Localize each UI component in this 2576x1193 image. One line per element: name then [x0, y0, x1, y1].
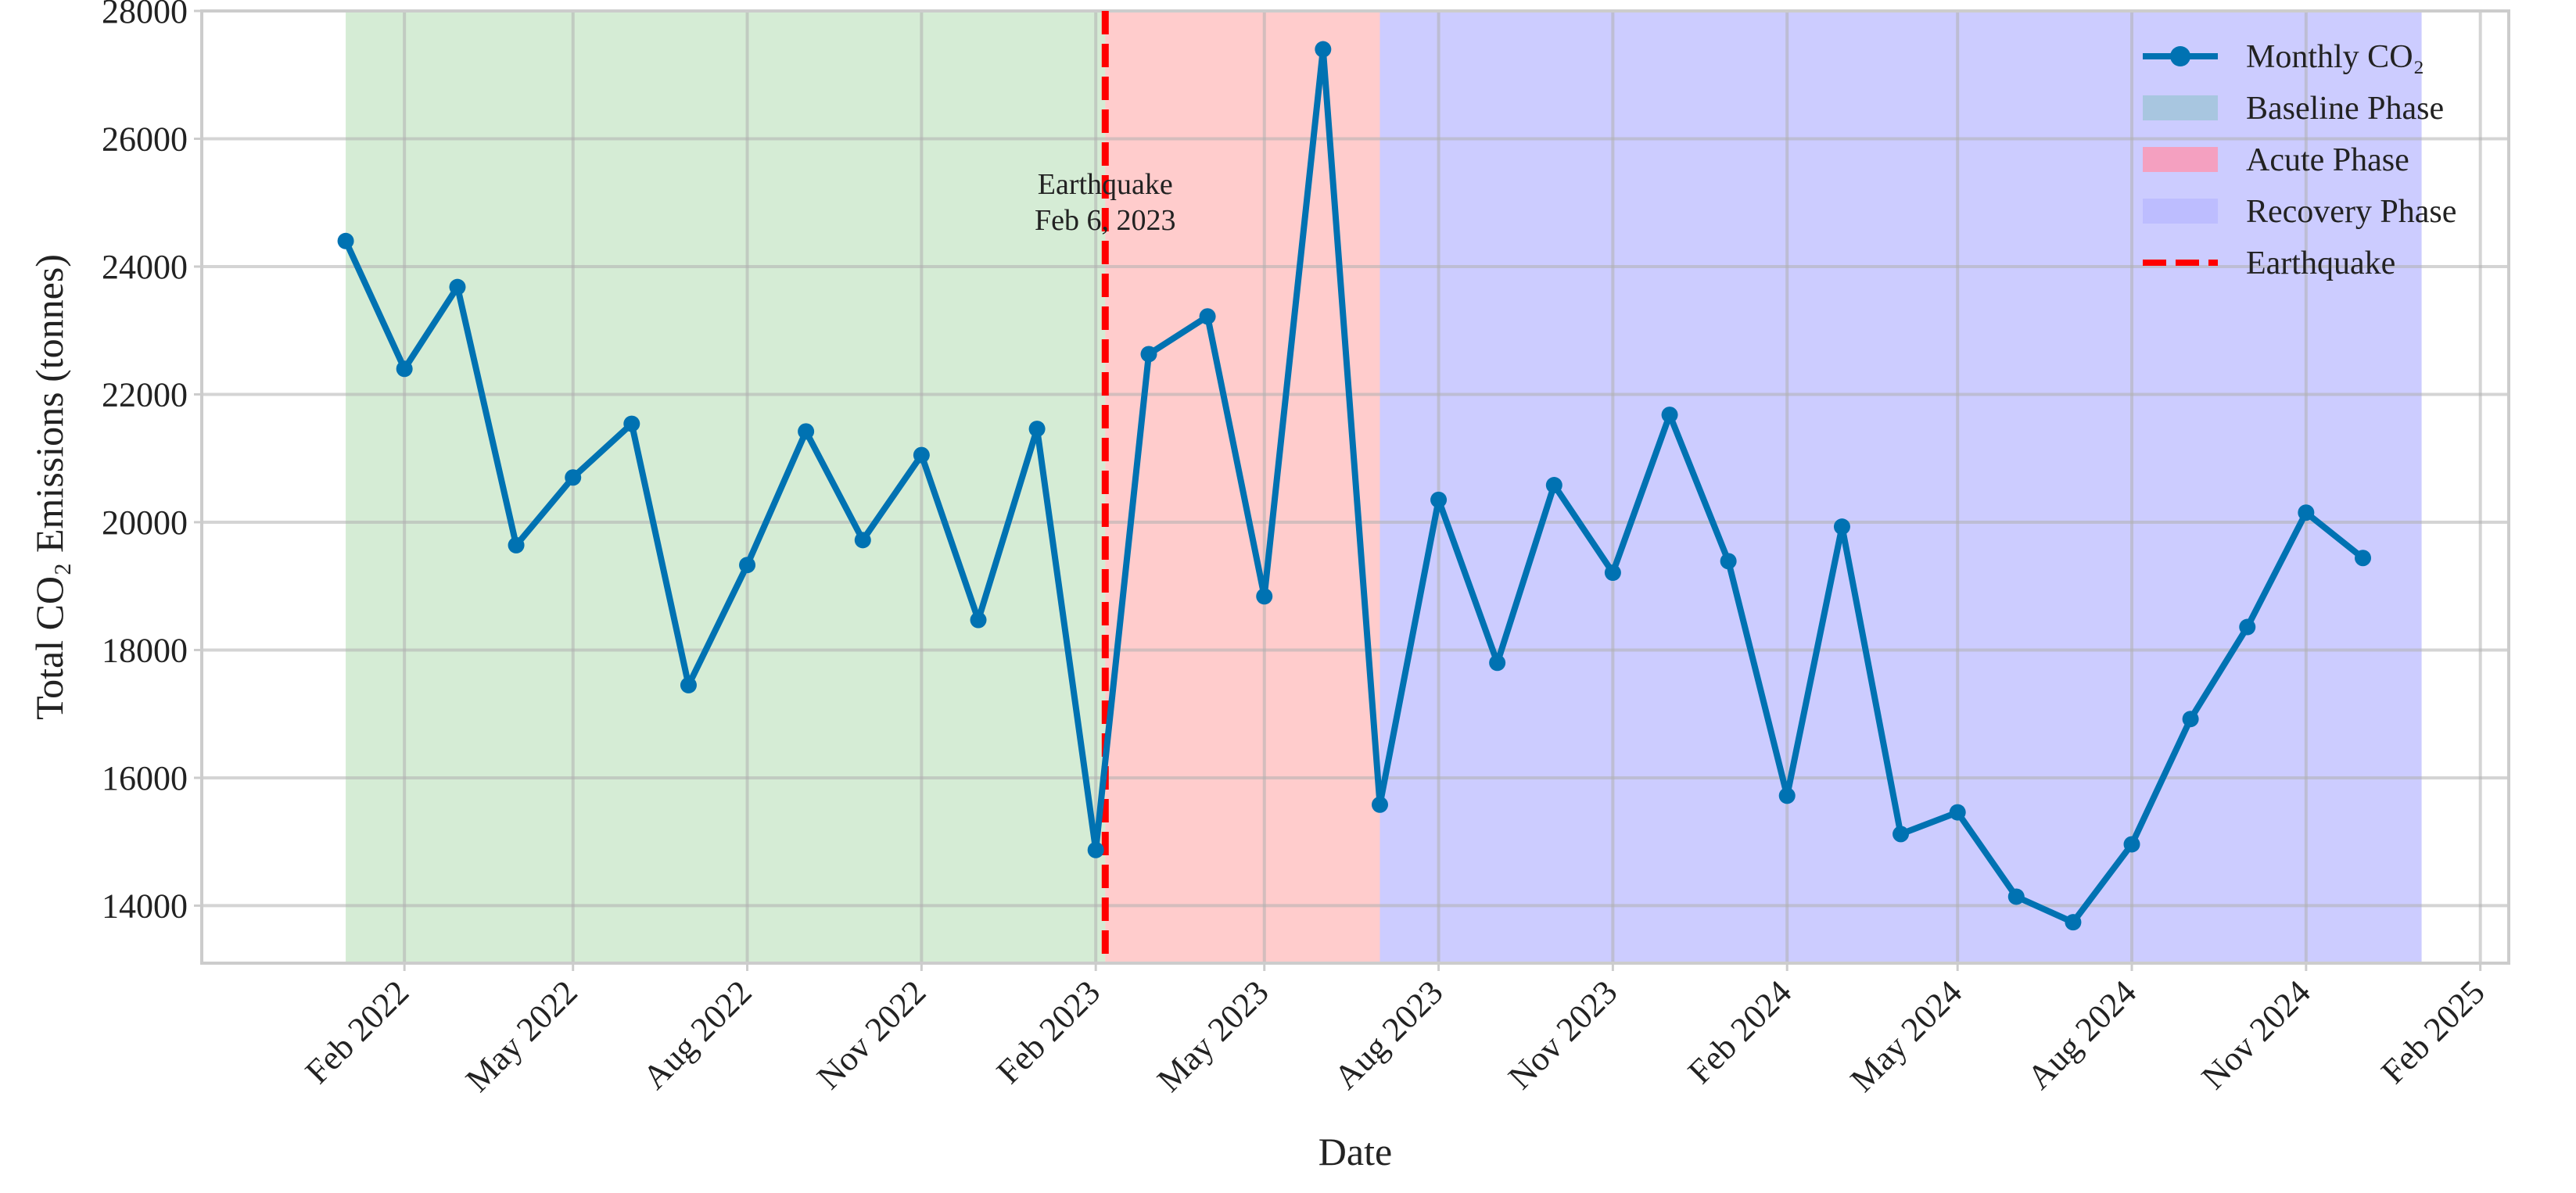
data-point — [2182, 711, 2199, 728]
data-point — [1371, 796, 1388, 813]
data-point — [1949, 804, 1966, 821]
legend: Monthly CO₂ Baseline Phase Acute Phase R… — [2143, 39, 2456, 281]
data-point — [1661, 407, 1678, 424]
data-point — [1028, 421, 1046, 438]
data-point — [1893, 826, 1910, 843]
data-point — [970, 611, 987, 629]
data-point — [1604, 564, 1621, 582]
legend-label-recovery: Recovery Phase — [2246, 194, 2456, 230]
earthquake-annotation-line: Feb 6, 2023 — [1035, 204, 1176, 237]
y-tick-label: 18000 — [102, 631, 188, 669]
y-axis-label: Total CO₂ Emissions (tonnes) — [27, 254, 71, 720]
earthquake-annotation-line: Earthquake — [1038, 168, 1173, 201]
data-point — [913, 446, 930, 464]
plot-frame — [200, 9, 2510, 965]
data-point — [2007, 888, 2025, 905]
legend-label-baseline: Baseline Phase — [2246, 91, 2444, 127]
legend-acute-swatch — [2143, 147, 2218, 172]
data-point — [508, 536, 525, 554]
data-point — [854, 532, 871, 549]
data-point — [449, 278, 466, 296]
legend-recovery-swatch — [2143, 199, 2218, 224]
data-point — [1315, 41, 1332, 58]
legend-label-monthly-co2: Monthly CO₂ — [2246, 39, 2424, 75]
series-monthly-co2 — [337, 41, 2372, 931]
data-point — [1833, 518, 1850, 536]
phase-band-baseline — [346, 11, 1106, 963]
data-point — [565, 469, 582, 486]
data-point — [2239, 618, 2256, 636]
data-point — [2298, 504, 2315, 521]
data-point — [1720, 553, 1737, 570]
y-tick-label: 26000 — [102, 120, 188, 158]
y-tick-label: 20000 — [102, 503, 188, 542]
data-point — [739, 557, 756, 574]
data-point — [337, 232, 354, 249]
data-point — [623, 415, 640, 432]
data-point — [2065, 914, 2082, 931]
data-point — [1256, 588, 1273, 605]
grid — [202, 9, 2509, 963]
y-tick-label: 22000 — [102, 375, 188, 414]
y-tick-label: 16000 — [102, 759, 188, 797]
data-point — [1430, 491, 1448, 508]
y-tick-label: 14000 — [102, 887, 188, 925]
data-point — [396, 360, 413, 378]
phase-bands — [346, 11, 2422, 963]
data-point — [1489, 654, 1506, 672]
y-tick-label: 24000 — [102, 248, 188, 286]
data-point — [1545, 477, 1562, 494]
data-point — [1199, 308, 1216, 325]
y-tick-label: 28000 — [102, 0, 188, 30]
data-point — [1778, 787, 1796, 804]
legend-label-earthquake: Earthquake — [2246, 245, 2395, 281]
series-line-monthly-co2 — [343, 46, 2365, 926]
data-point — [680, 676, 697, 693]
legend-baseline-swatch — [2143, 95, 2218, 120]
data-point — [798, 423, 815, 440]
data-point — [2123, 836, 2140, 853]
legend-monthly-co2-marker — [2170, 46, 2190, 66]
data-point — [1140, 346, 1157, 363]
legend-label-acute: Acute Phase — [2246, 142, 2409, 178]
data-point — [1087, 841, 1104, 858]
data-point — [2355, 550, 2372, 567]
x-axis-label: Date — [1318, 1130, 1392, 1173]
